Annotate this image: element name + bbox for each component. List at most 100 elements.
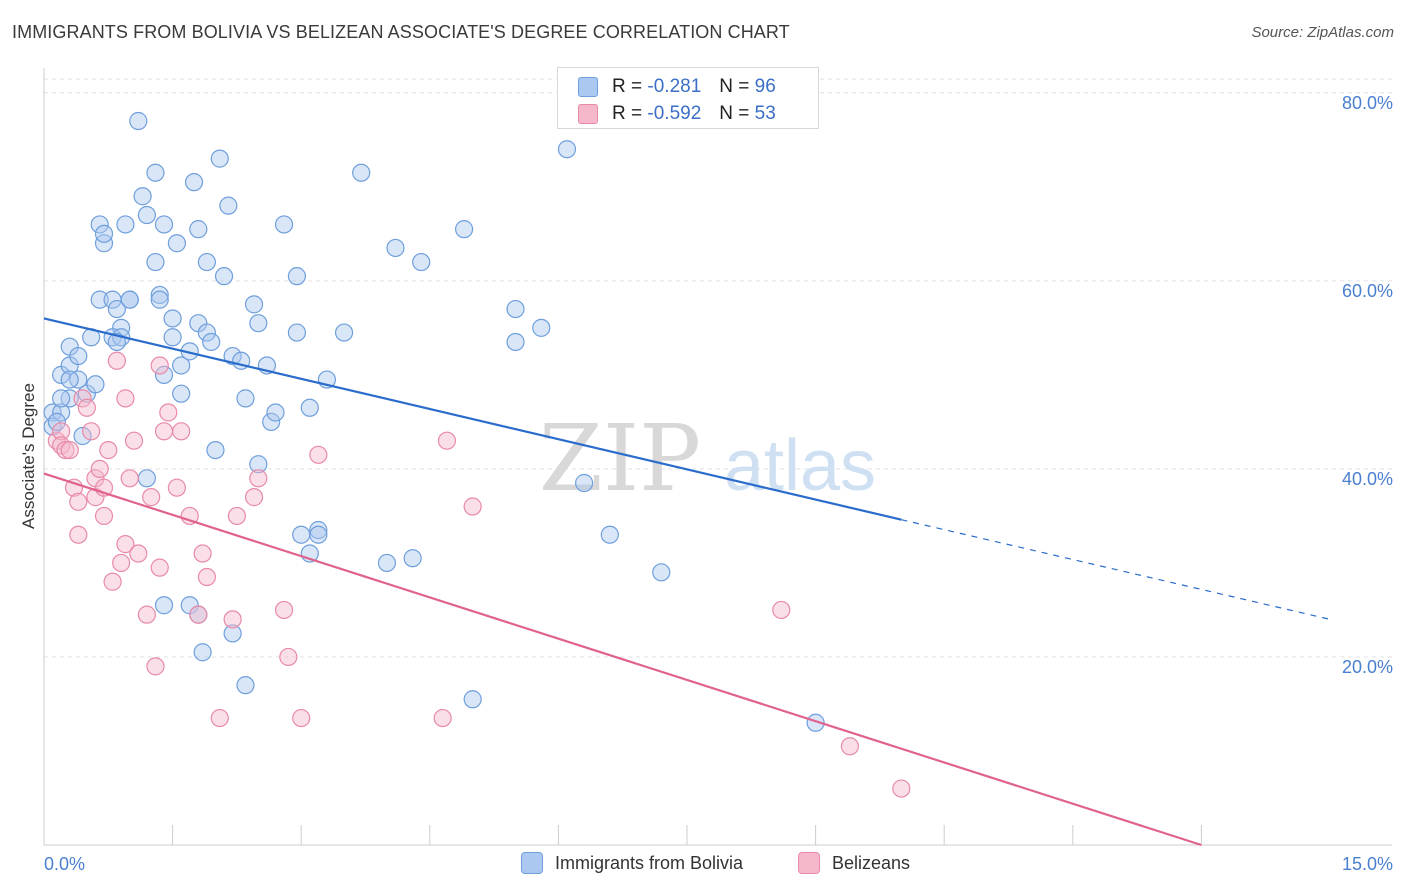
y-tick-label: 80.0% (1342, 93, 1393, 113)
point-bolivia (137, 469, 156, 488)
r-value: -0.281 (647, 76, 702, 97)
point-bolivia (94, 224, 114, 243)
n-value: 53 (754, 103, 776, 124)
correlation-legend: R = -0.281 N = 96 R = -0.592 N = 53 (557, 67, 819, 129)
point-bolivia (154, 215, 174, 234)
points-layer (43, 111, 911, 798)
point-bolivia (575, 473, 594, 493)
point-belizeans (437, 431, 457, 450)
x-tick-label: 0.0% (44, 854, 85, 874)
point-belizeans (94, 506, 114, 526)
point-belizeans (274, 600, 294, 620)
n-label: N = (719, 103, 750, 124)
point-bolivia (210, 149, 229, 168)
point-bolivia (292, 525, 311, 544)
point-bolivia (652, 563, 671, 582)
point-bolivia (223, 624, 242, 643)
point-bolivia (150, 290, 169, 309)
point-belizeans (772, 600, 791, 620)
point-bolivia (154, 365, 174, 384)
point-bolivia (189, 220, 208, 239)
point-belizeans (227, 506, 246, 526)
point-bolivia (236, 389, 255, 408)
point-bolivia (150, 285, 169, 305)
point-bolivia (506, 299, 525, 319)
point-bolivia (193, 643, 212, 662)
point-bolivia (454, 220, 474, 239)
y-tick-label: 20.0% (1342, 657, 1393, 677)
point-bolivia (202, 332, 221, 352)
point-bolivia (557, 140, 577, 159)
point-bolivia (244, 295, 264, 314)
point-belizeans (189, 605, 208, 624)
point-bolivia (172, 356, 191, 375)
watermark-atlas: atlas (724, 426, 876, 506)
point-belizeans (210, 708, 229, 728)
point-bolivia (154, 596, 174, 615)
point-belizeans (292, 708, 311, 728)
point-bolivia (107, 332, 126, 352)
legend-row-bolivia: R = -0.281 N = 96 (578, 74, 776, 100)
point-belizeans (116, 389, 135, 408)
y-axis-label: Associate's Degree (19, 383, 38, 529)
chart-title: IMMIGRANTS FROM BOLIVIA VS BELIZEAN ASSO… (12, 22, 790, 42)
point-bolivia (287, 323, 307, 342)
point-belizeans (159, 403, 178, 422)
legend-row-belizeans: R = -0.592 N = 53 (578, 101, 776, 127)
axis-layer: 20.0% 40.0% 60.0% 80.0% 0.0% 15.0% (43, 68, 1393, 874)
point-belizeans (69, 492, 88, 511)
point-bolivia (90, 290, 109, 309)
legend-label-belizeans: Belizeans (832, 852, 911, 873)
point-belizeans (193, 544, 212, 563)
point-bolivia (600, 525, 619, 544)
point-belizeans (73, 389, 92, 408)
point-bolivia (249, 455, 268, 474)
point-bolivia (163, 309, 182, 328)
series-legend: Immigrants from Bolivia Belizeans (0, 852, 1406, 878)
point-belizeans (120, 469, 139, 488)
point-belizeans (142, 488, 161, 507)
point-bolivia (116, 215, 135, 234)
point-bolivia (197, 323, 216, 342)
point-belizeans (309, 445, 328, 464)
point-bolivia (334, 323, 354, 342)
point-belizeans (249, 469, 268, 488)
point-belizeans (103, 572, 122, 591)
point-bolivia (69, 346, 88, 366)
point-belizeans (56, 440, 75, 460)
point-bolivia (120, 290, 139, 309)
point-belizeans (112, 553, 131, 573)
point-bolivia (129, 111, 148, 131)
swatch-pink-icon (798, 852, 820, 874)
point-bolivia (309, 525, 328, 544)
point-bolivia (300, 398, 319, 417)
trend-line-bolivia (43, 317, 902, 521)
swatch-blue-icon (578, 77, 598, 97)
point-bolivia (223, 346, 242, 366)
point-bolivia (403, 549, 422, 568)
point-belizeans (146, 657, 165, 676)
y-tick-label: 60.0% (1342, 281, 1393, 301)
point-bolivia (107, 299, 126, 319)
point-belizeans (433, 708, 452, 728)
point-belizeans (60, 440, 79, 460)
point-bolivia (52, 403, 71, 422)
point-belizeans (892, 779, 911, 798)
point-bolivia (219, 196, 238, 215)
point-belizeans (463, 497, 482, 516)
point-belizeans (180, 506, 199, 526)
point-belizeans (82, 422, 101, 441)
point-bolivia (262, 412, 281, 431)
point-belizeans (77, 398, 96, 417)
point-bolivia (167, 234, 186, 253)
point-belizeans (99, 440, 118, 460)
watermark-zip: ZIP (539, 405, 701, 512)
point-belizeans (223, 610, 242, 629)
source-label: Source: ZipAtlas.com (1251, 24, 1394, 41)
point-bolivia (352, 163, 371, 182)
point-bolivia (47, 412, 66, 431)
point-bolivia (506, 332, 525, 352)
legend-item-belizeans: Belizeans (798, 852, 910, 874)
point-bolivia (287, 267, 307, 286)
point-belizeans (154, 422, 174, 441)
